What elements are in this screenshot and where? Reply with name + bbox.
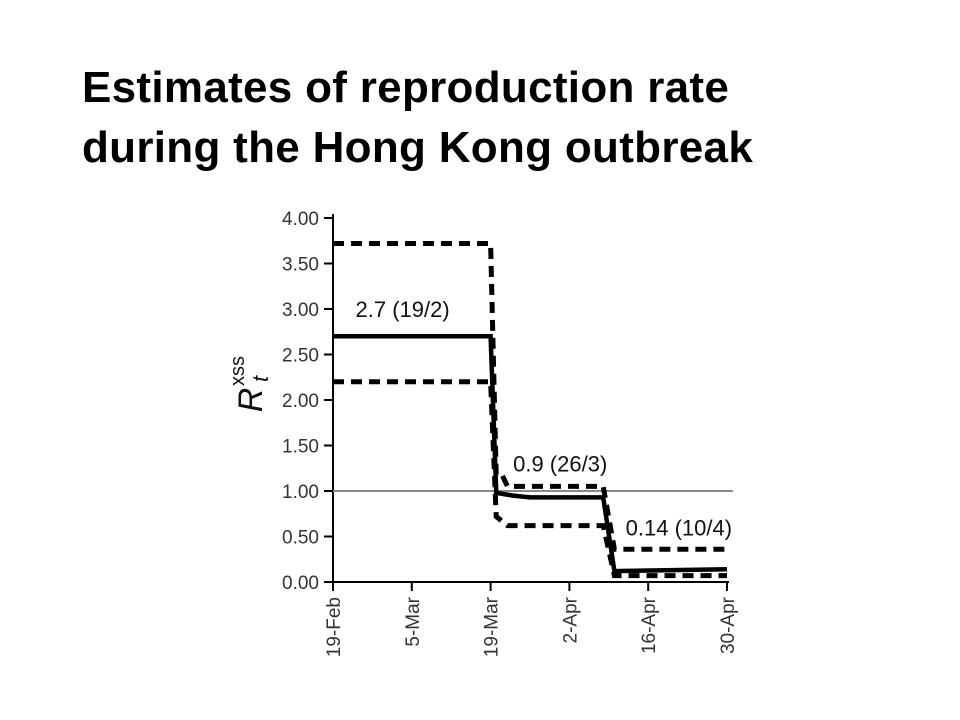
y-tick-label: 3.00 <box>282 300 319 321</box>
x-tick-label: 16-Apr <box>639 596 660 654</box>
annotation-label: 0.14 (10/4) <box>626 515 732 540</box>
y-axis-label-main: R <box>232 388 270 413</box>
y-axis-label-superscript: xss <box>227 356 249 386</box>
x-tick-label: 30-Apr <box>718 596 739 654</box>
x-tick-label: 2-Apr <box>560 596 581 643</box>
y-tick-label: 1.50 <box>282 437 319 458</box>
y-axis-label-subscript: t <box>248 375 273 382</box>
x-tick-label: 19-Mar <box>482 596 503 657</box>
confidence-bound-line <box>333 241 727 552</box>
annotation-label: 0.9 (26/3) <box>513 452 607 477</box>
y-tick-label: 1.00 <box>282 482 319 503</box>
y-tick-label: 2.00 <box>282 391 319 412</box>
series-group <box>333 241 728 579</box>
y-tick-label: 3.50 <box>282 255 319 276</box>
slide-title-line-2: during the Hong Kong outbreak <box>82 123 754 172</box>
x-tick-label: 19-Feb <box>324 597 345 657</box>
annotation-label: 2.7 (19/2) <box>356 297 450 322</box>
slide-title: Estimates of reproduction rate during th… <box>82 58 753 178</box>
y-tick-label: 0.50 <box>282 528 319 549</box>
x-tick-label: 5-Mar <box>403 596 424 646</box>
annotations-group: 2.7 (19/2) 0.9 (26/3) 0.14 (10/4) <box>356 297 733 540</box>
chart-axes: 0.00 0.50 1.00 1.50 2.00 2.50 3.00 3.50 4.00 19-F… <box>282 209 739 657</box>
confidence-bound-line <box>333 379 727 579</box>
y-tick-label: 0.00 <box>282 573 319 594</box>
y-tick-label: 4.00 <box>282 209 319 230</box>
slide-title-line-1: Estimates of reproduction rate <box>82 63 730 112</box>
y-tick-label: 2.50 <box>282 346 319 367</box>
